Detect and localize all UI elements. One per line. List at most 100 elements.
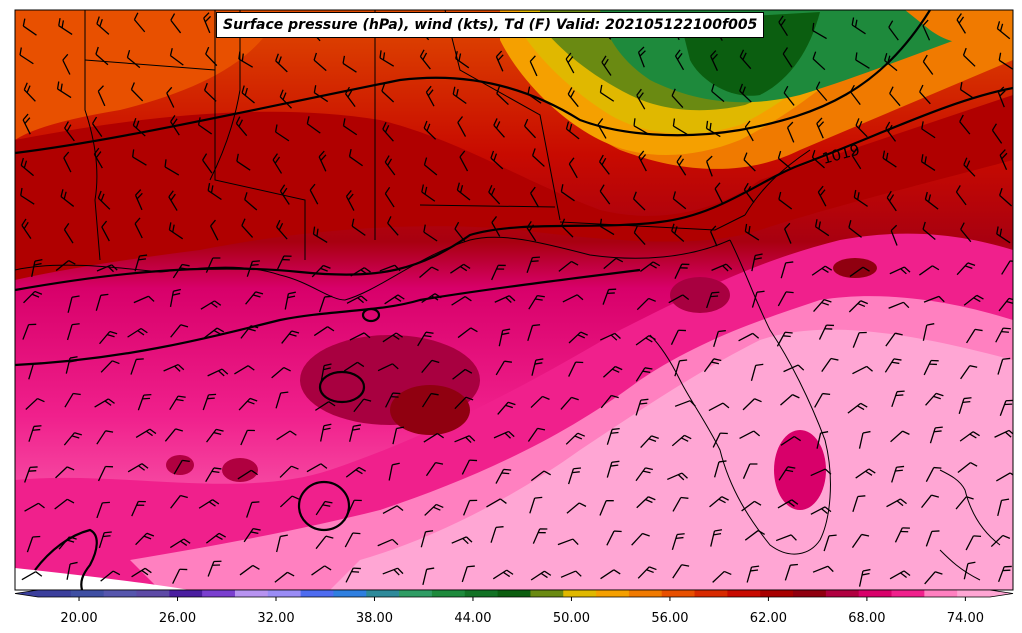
colorbar-segment bbox=[497, 590, 531, 597]
wind-barb bbox=[197, 117, 213, 135]
wind-barb bbox=[311, 264, 331, 278]
wind-barb bbox=[164, 428, 184, 442]
wind-barb bbox=[169, 48, 184, 66]
wind-barb bbox=[738, 332, 760, 342]
wind-barb bbox=[55, 260, 76, 272]
wind-barb bbox=[169, 288, 181, 308]
wind-barb bbox=[924, 191, 939, 210]
wind-barb bbox=[855, 118, 868, 138]
wind-barb bbox=[674, 400, 696, 407]
wind-barb bbox=[240, 429, 255, 446]
wind-barb bbox=[495, 50, 504, 72]
wind-barb bbox=[490, 526, 504, 543]
wind-barb bbox=[706, 291, 720, 309]
wind-barb bbox=[562, 294, 584, 303]
wind-barb bbox=[568, 361, 584, 377]
wind-barb bbox=[631, 532, 650, 546]
wind-barb bbox=[450, 263, 471, 274]
wind-barb bbox=[959, 81, 975, 99]
wind-barb bbox=[60, 189, 75, 207]
wind-barb bbox=[170, 494, 188, 509]
wind-barb bbox=[780, 435, 802, 446]
wind-barb bbox=[849, 266, 870, 277]
wind-barb bbox=[599, 184, 611, 205]
wind-barb bbox=[164, 159, 180, 176]
wind-barb bbox=[100, 360, 120, 373]
wind-barb bbox=[637, 566, 657, 579]
wind-barb bbox=[382, 567, 404, 576]
wind-barb bbox=[350, 267, 371, 277]
wind-barb bbox=[739, 83, 752, 103]
colorbar-ticks: 20.00 26.00 32.00 38.00 44.00 50.00 56.00 62.00… bbox=[60, 597, 984, 626]
wind-barb bbox=[457, 327, 478, 339]
wind-barb bbox=[894, 527, 910, 543]
wind-barb bbox=[996, 472, 1013, 482]
colorbar-segment bbox=[234, 590, 269, 597]
wind-barb bbox=[97, 190, 111, 210]
wind-barb bbox=[671, 434, 692, 447]
wind-barb bbox=[246, 501, 260, 518]
wind-barb bbox=[526, 221, 537, 242]
wind-barb bbox=[884, 53, 898, 72]
wind-barb bbox=[200, 300, 222, 310]
wind-barb bbox=[342, 118, 358, 136]
wind-barb bbox=[635, 467, 653, 482]
wind-barb bbox=[65, 356, 78, 374]
wind-barb bbox=[454, 221, 466, 242]
wind-barb bbox=[816, 431, 829, 449]
wind-barb bbox=[207, 182, 222, 201]
colorbar-segment bbox=[399, 590, 433, 597]
wind-barb bbox=[306, 116, 321, 134]
wind-barb bbox=[884, 358, 902, 373]
wind-barb bbox=[272, 153, 283, 174]
wind-barb bbox=[567, 467, 582, 485]
wind-barb bbox=[134, 254, 148, 272]
wind-barb bbox=[54, 498, 75, 510]
wind-barb bbox=[885, 121, 897, 142]
colorbar-segment bbox=[464, 590, 499, 597]
wind-barb bbox=[313, 85, 329, 103]
wind-barb bbox=[530, 395, 550, 409]
wind-barb bbox=[708, 402, 730, 412]
wind-barb bbox=[714, 182, 723, 204]
wind-barb bbox=[959, 114, 971, 135]
wind-barb bbox=[134, 217, 143, 239]
wind-barb bbox=[711, 263, 733, 272]
wind-barb bbox=[600, 569, 621, 580]
wind-barb bbox=[889, 570, 911, 580]
wind-barb bbox=[170, 13, 182, 34]
wind-barb bbox=[636, 88, 646, 110]
colorbar bbox=[14, 589, 1014, 598]
wind-barb bbox=[674, 359, 688, 377]
wind-barb bbox=[344, 532, 361, 548]
wind-barb bbox=[636, 297, 656, 311]
wind-barb bbox=[960, 365, 978, 380]
wind-barb bbox=[275, 53, 288, 73]
wind-barb bbox=[96, 264, 118, 273]
wind-barb bbox=[495, 360, 513, 376]
wind-barb bbox=[349, 332, 371, 341]
wind-barb bbox=[810, 468, 832, 477]
wind-barb bbox=[921, 121, 936, 139]
wind-barb bbox=[279, 184, 290, 205]
wind-barb bbox=[990, 534, 1011, 548]
wind-barb bbox=[601, 55, 612, 76]
colorbar-tick-label: 44.00 bbox=[454, 611, 491, 626]
wind-barb bbox=[132, 117, 146, 137]
wind-barb bbox=[456, 182, 471, 201]
wind-barb bbox=[131, 567, 152, 578]
wind-barb bbox=[823, 534, 837, 552]
wind-barb bbox=[420, 530, 434, 548]
wind-barb bbox=[751, 290, 765, 308]
wind-barb bbox=[599, 332, 621, 341]
wind-barbs bbox=[19, 12, 1013, 587]
wind-barb bbox=[597, 118, 607, 139]
wind-barb bbox=[741, 500, 762, 512]
wind-barb bbox=[170, 115, 180, 136]
wind-barb bbox=[882, 150, 897, 168]
wind-barb bbox=[955, 496, 974, 510]
wind-barb bbox=[492, 569, 514, 580]
wind-barb bbox=[705, 120, 721, 138]
wind-barb bbox=[671, 533, 685, 551]
wind-barb bbox=[811, 149, 825, 169]
